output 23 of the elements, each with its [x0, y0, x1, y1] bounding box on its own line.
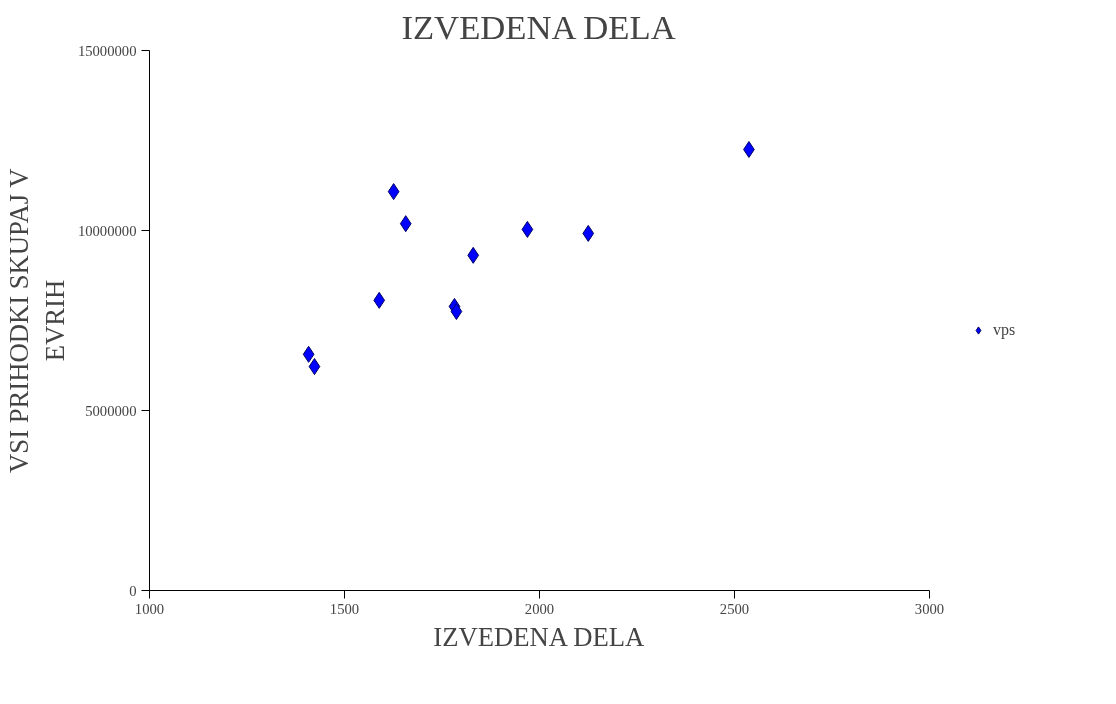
point — [373, 291, 386, 309]
point — [467, 246, 480, 264]
x-axis-title: IZVEDENA DELA — [433, 621, 646, 652]
y-tick-label: 10000000 — [77, 222, 137, 239]
x-tick-label: 2000 — [524, 600, 555, 617]
point — [521, 220, 534, 238]
x-tick-label: 3000 — [914, 600, 945, 617]
x-tick-label: 2500 — [719, 600, 750, 617]
x-tick-label: 1000 — [134, 600, 165, 617]
point — [308, 358, 321, 376]
point — [387, 183, 400, 201]
point — [302, 345, 315, 363]
point — [450, 303, 463, 320]
point — [743, 141, 755, 158]
point — [582, 224, 595, 242]
y-axis-title: VSI PRIHODKI SKUPAJ V EVRIH — [3, 168, 70, 473]
chart-title: IZVEDENA DELA — [401, 7, 676, 46]
y-tick-label: 15000000 — [77, 42, 137, 59]
legend-label: vps — [993, 321, 1016, 339]
x-tick-label: 1500 — [329, 600, 360, 617]
y-tick-label: 0 — [129, 582, 137, 599]
y-tick-label: 5000000 — [85, 402, 137, 419]
point — [399, 215, 412, 233]
